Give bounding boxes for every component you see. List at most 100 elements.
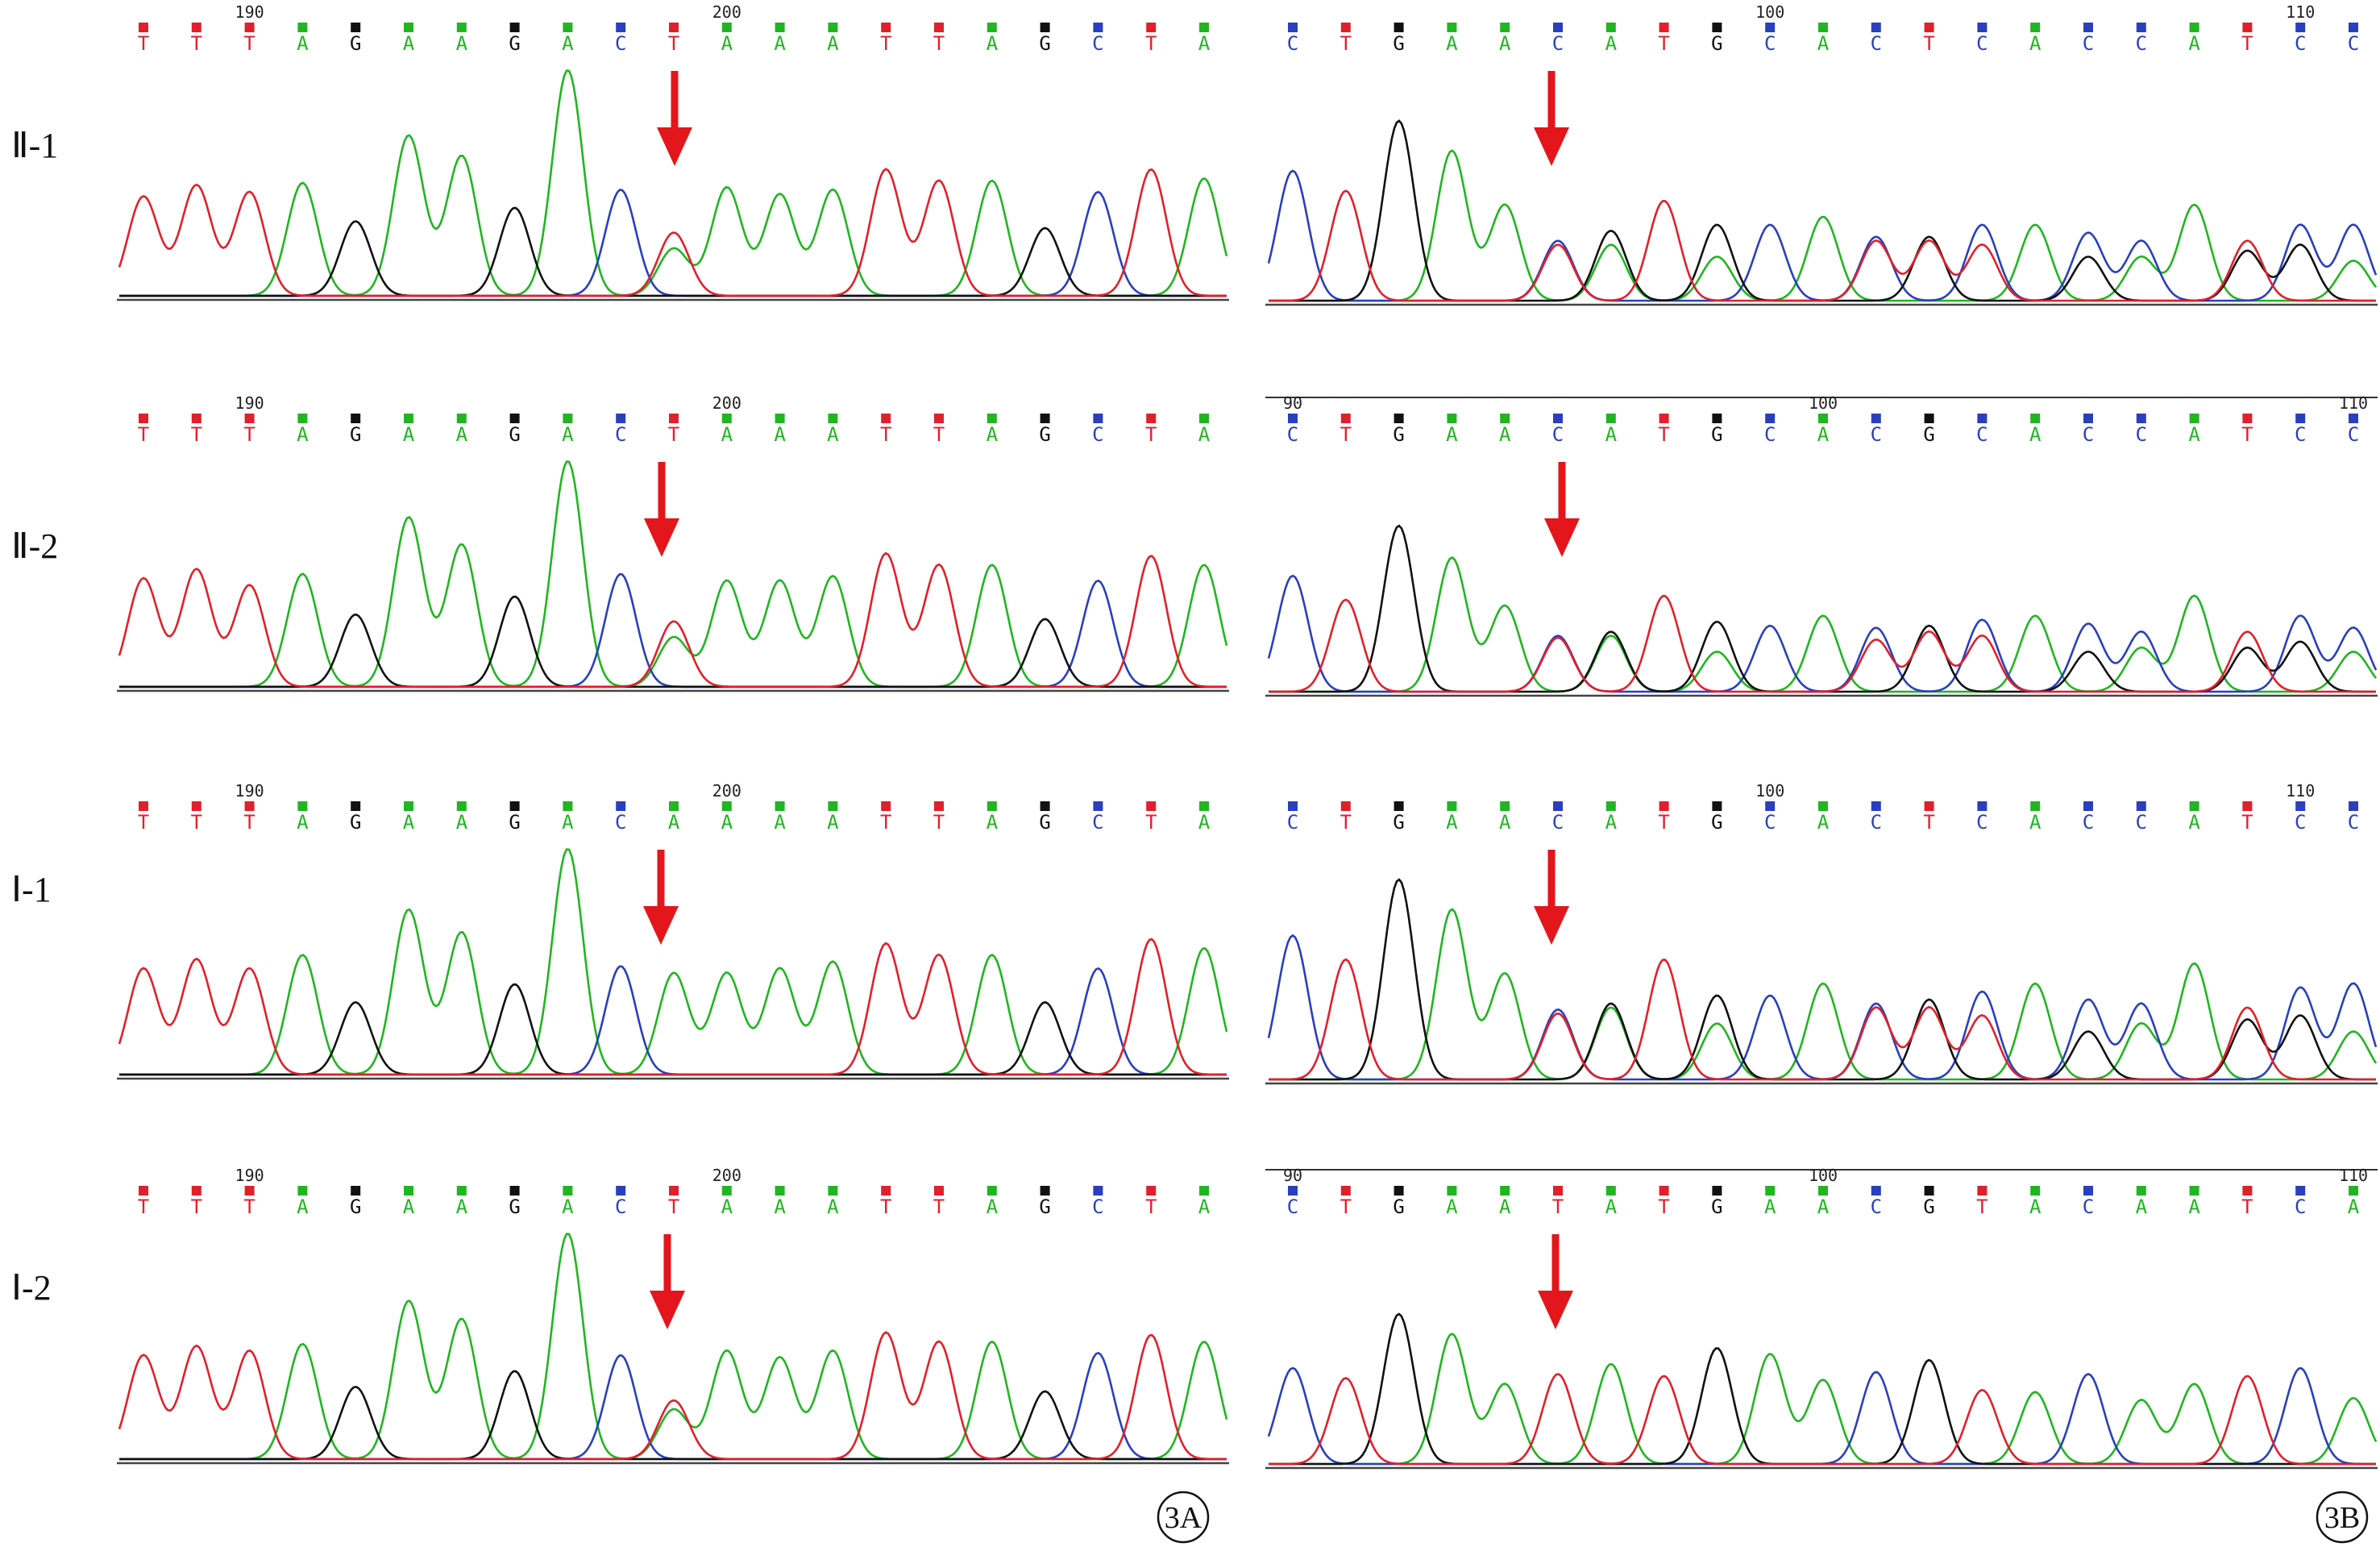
base-call-letter: A bbox=[668, 811, 680, 834]
base-call-letter: C bbox=[1287, 1196, 1298, 1218]
base-call-letter: C bbox=[2348, 32, 2359, 55]
base-call-letter: T bbox=[1658, 1196, 1669, 1218]
base-quality-marker bbox=[1605, 1186, 1616, 1196]
trace-C bbox=[119, 189, 1227, 297]
panel-tags: 3A 3B bbox=[1157, 1491, 2369, 1544]
base-quality-marker bbox=[456, 414, 467, 423]
trace-C bbox=[119, 965, 1227, 1076]
base-call-letter: C bbox=[2083, 1196, 2094, 1218]
base-quality-marker bbox=[2083, 414, 2093, 423]
base-call-letter: C bbox=[1552, 811, 1564, 834]
base-call-letter: C bbox=[615, 811, 626, 834]
base-call-letter: C bbox=[2295, 32, 2306, 55]
base-call-letter: A bbox=[774, 423, 786, 446]
base-call-letter: G bbox=[509, 1196, 520, 1218]
base-call-letter: A bbox=[2136, 1196, 2148, 1218]
base-call-letter: T bbox=[191, 423, 202, 446]
base-quality-marker bbox=[297, 1186, 308, 1196]
base-call-letter: A bbox=[456, 32, 468, 55]
base-call-letter: G bbox=[1393, 811, 1404, 834]
mutation-arrow-head bbox=[1538, 1291, 1573, 1329]
base-quality-marker bbox=[1199, 1186, 1209, 1196]
base-call-letter: C bbox=[1092, 423, 1103, 446]
base-quality-marker bbox=[2189, 414, 2199, 423]
base-quality-marker bbox=[404, 414, 413, 423]
base-quality-marker bbox=[1765, 801, 1776, 811]
base-quality-marker bbox=[1659, 801, 1669, 811]
position-tick-label: 190 bbox=[235, 781, 264, 801]
base-quality-marker bbox=[139, 414, 148, 423]
base-quality-marker bbox=[351, 801, 361, 811]
base-quality-marker bbox=[1871, 23, 1881, 32]
base-call-letter: C bbox=[1976, 423, 1987, 446]
base-call-letter: A bbox=[827, 811, 839, 834]
base-call-letter: C bbox=[1287, 32, 1298, 55]
base-call-letter: T bbox=[138, 811, 149, 834]
base-call-letter: C bbox=[2348, 811, 2359, 834]
base-quality-marker bbox=[1040, 414, 1050, 423]
base-call-letter: C bbox=[1764, 32, 1776, 55]
base-call-letter: C bbox=[2136, 32, 2147, 55]
base-call-letter: A bbox=[827, 1196, 839, 1218]
trace-T bbox=[118, 1331, 1227, 1461]
base-call-letter: C bbox=[2083, 811, 2094, 834]
base-quality-marker bbox=[191, 801, 201, 811]
base-quality-marker bbox=[828, 414, 838, 423]
base-call-letter: A bbox=[562, 32, 574, 55]
base-quality-marker bbox=[1765, 414, 1776, 423]
base-quality-marker bbox=[1977, 414, 1987, 423]
base-quality-marker bbox=[2083, 1186, 2093, 1196]
base-call-letter: T bbox=[1145, 1196, 1157, 1218]
base-call-letter: A bbox=[297, 423, 309, 446]
base-quality-marker bbox=[2136, 1186, 2146, 1196]
base-quality-marker bbox=[1605, 414, 1616, 423]
position-tick-label: 200 bbox=[712, 2, 741, 22]
base-quality-marker bbox=[2136, 23, 2146, 32]
base-call-letter: T bbox=[880, 811, 891, 834]
base-call-letter: T bbox=[880, 423, 891, 446]
trace-T bbox=[118, 938, 1227, 1076]
base-call-letter: C bbox=[1764, 423, 1776, 446]
position-tick-label: 100 bbox=[1809, 393, 1838, 413]
base-quality-marker bbox=[721, 1186, 732, 1196]
base-call-letter: A bbox=[1764, 1196, 1776, 1218]
base-quality-marker bbox=[2242, 23, 2253, 32]
base-quality-marker bbox=[2242, 1186, 2253, 1196]
base-quality-marker bbox=[669, 23, 679, 32]
position-tick-label: 90 bbox=[1283, 1166, 1302, 1185]
base-quality-marker bbox=[1040, 23, 1050, 32]
base-call-letter: C bbox=[1871, 32, 1882, 55]
base-quality-marker bbox=[2242, 414, 2253, 423]
base-quality-marker bbox=[775, 23, 785, 32]
base-quality-marker bbox=[244, 801, 255, 811]
base-quality-marker bbox=[881, 801, 891, 811]
base-call-letter: A bbox=[1446, 1196, 1458, 1218]
base-quality-marker bbox=[2349, 23, 2358, 32]
base-call-letter: A bbox=[297, 811, 309, 834]
base-call-letter: C bbox=[2136, 423, 2147, 446]
base-call-letter: T bbox=[668, 423, 679, 446]
trace-G bbox=[1269, 1312, 2376, 1466]
base-call-letter: A bbox=[774, 1196, 786, 1218]
base-quality-marker bbox=[1818, 801, 1828, 811]
base-call-letter: T bbox=[668, 1196, 679, 1218]
base-call-letter: T bbox=[1340, 811, 1352, 834]
base-quality-marker bbox=[139, 1186, 148, 1196]
base-quality-marker bbox=[351, 23, 361, 32]
base-quality-marker bbox=[1500, 23, 1510, 32]
base-quality-marker bbox=[828, 801, 838, 811]
base-quality-marker bbox=[721, 801, 732, 811]
base-quality-marker bbox=[297, 23, 308, 32]
base-call-letter: C bbox=[1287, 423, 1298, 446]
base-call-letter: C bbox=[615, 32, 626, 55]
base-call-letter: G bbox=[1393, 423, 1404, 446]
base-call-letter: C bbox=[1552, 32, 1564, 55]
base-quality-marker bbox=[881, 414, 891, 423]
base-quality-marker bbox=[1146, 801, 1157, 811]
base-call-letter: G bbox=[350, 423, 361, 446]
trace-T bbox=[118, 551, 1227, 688]
base-quality-marker bbox=[1871, 1186, 1881, 1196]
base-call-letter: G bbox=[1393, 1196, 1404, 1218]
base-call-letter: C bbox=[2295, 1196, 2306, 1218]
base-quality-marker bbox=[1977, 801, 1987, 811]
